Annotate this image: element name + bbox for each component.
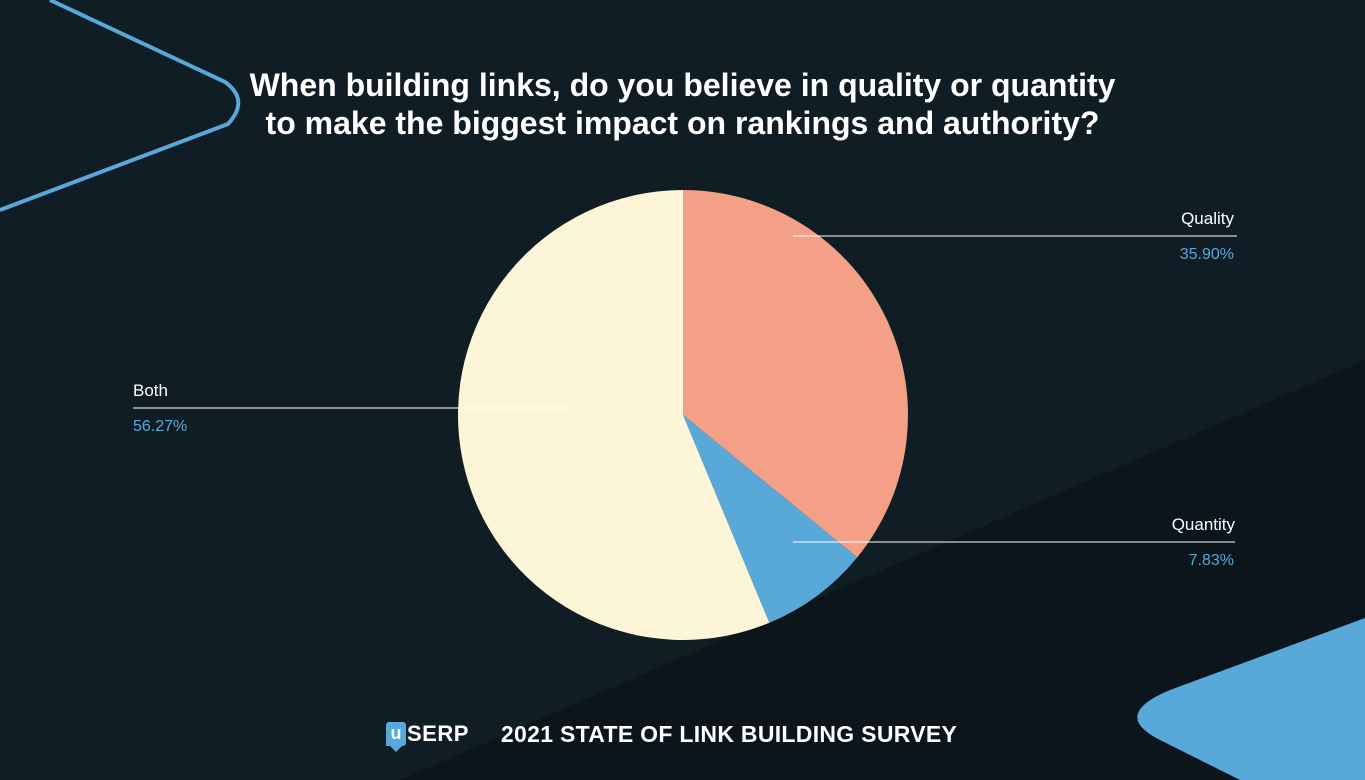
footer: u SERP 2021 STATE OF LINK BUILDING SURVE… xyxy=(386,716,957,752)
pie-slice-quality xyxy=(683,190,908,558)
title-line-1: When building links, do you believe in q… xyxy=(249,67,1116,103)
slice-value-quantity: 7.83% xyxy=(1188,552,1234,569)
page-title: When building links, do you believe in q… xyxy=(0,66,1365,142)
slice-label-quality: Quality xyxy=(1181,209,1234,228)
pie-slice-quantity xyxy=(683,415,858,623)
slice-label-both: Both xyxy=(133,381,168,400)
decorative-blue-shape xyxy=(1137,618,1365,780)
title-line-2: to make the biggest impact on rankings a… xyxy=(265,105,1100,141)
slice-value-both: 56.27% xyxy=(133,418,188,435)
slice-label-quantity: Quantity xyxy=(1171,515,1235,534)
logo-badge: u xyxy=(386,722,406,752)
slice-value-quality: 35.90% xyxy=(1179,246,1234,263)
decorative-chevron-line xyxy=(0,0,241,212)
userp-logo: u SERP xyxy=(386,721,469,752)
logo-text: SERP xyxy=(407,721,469,746)
pie-slice-both xyxy=(457,190,770,641)
dark-diagonal-panel xyxy=(400,360,1365,780)
survey-title: 2021 STATE OF LINK BUILDING SURVEY xyxy=(500,720,958,747)
